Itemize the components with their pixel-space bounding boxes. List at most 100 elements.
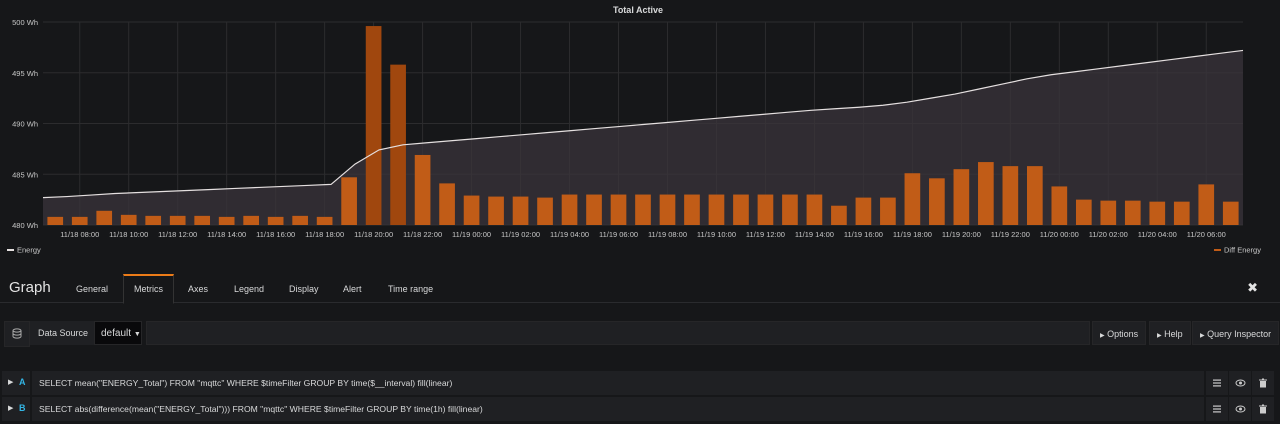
- x-tick-label: 11/19 12:00: [746, 230, 785, 239]
- database-icon: [4, 321, 30, 347]
- diff-energy-bar: [561, 194, 578, 225]
- diff-energy-bar: [757, 194, 774, 225]
- legend-diff-energy[interactable]: Diff Energy: [1224, 246, 1261, 255]
- diff-energy-bar: [880, 197, 896, 225]
- diff-energy-bar: [684, 194, 700, 225]
- diff-energy-bar: [194, 215, 211, 225]
- diff-energy-bar: [390, 64, 406, 225]
- diff-energy-bar: [659, 194, 676, 225]
- x-tick-label: 11/18 14:00: [207, 230, 246, 239]
- diff-energy-bar: [218, 216, 235, 225]
- editor-title: Graph: [9, 279, 51, 296]
- y-tick-label: 500 Wh: [12, 18, 38, 27]
- query-row-a: ▶ A SELECT mean("ENERGY_Total") FROM "mq…: [0, 371, 1280, 395]
- tab-alert[interactable]: Alert: [343, 284, 362, 294]
- diff-energy-bar: [1027, 166, 1043, 225]
- diff-energy-bar: [635, 194, 651, 225]
- chart-title: Total Active: [613, 5, 663, 15]
- diff-energy-bar: [1198, 184, 1215, 225]
- diff-energy-bar: [1173, 201, 1190, 225]
- x-tick-label: 11/19 06:00: [599, 230, 638, 239]
- trash-icon[interactable]: [1252, 371, 1274, 395]
- y-tick-label: 495 Wh: [12, 69, 38, 78]
- diff-energy-bar: [512, 196, 529, 225]
- y-tick-label: 490 Wh: [12, 120, 38, 129]
- diff-energy-bar: [292, 215, 308, 225]
- diff-energy-bar: [145, 215, 162, 225]
- x-tick-label: 11/18 16:00: [256, 230, 295, 239]
- legend-diff-energy-swatch: [1214, 249, 1221, 251]
- x-tick-label: 11/19 00:00: [452, 230, 491, 239]
- x-tick-label: 11/19 08:00: [648, 230, 687, 239]
- query-ref-id: B: [19, 403, 26, 413]
- x-tick-label: 11/18 18:00: [305, 230, 344, 239]
- diff-energy-bars: [47, 26, 1239, 226]
- x-tick-label: 11/19 20:00: [942, 230, 981, 239]
- legend-energy[interactable]: Energy: [17, 246, 41, 255]
- x-tick-label: 11/20 02:00: [1089, 230, 1128, 239]
- x-tick-label: 11/18 20:00: [354, 230, 393, 239]
- tab-metrics[interactable]: Metrics: [123, 274, 174, 304]
- tab-general[interactable]: General: [76, 284, 109, 294]
- options-button[interactable]: ▶ Options: [1092, 321, 1147, 345]
- energy-line: [42, 49, 1244, 199]
- trash-icon[interactable]: [1252, 397, 1274, 421]
- caret-right-icon: ▶: [1157, 333, 1162, 339]
- diff-energy-bar: [169, 215, 186, 225]
- datasource-label: Data Source: [30, 321, 100, 345]
- x-tick-label: 11/18 22:00: [403, 230, 442, 239]
- query-inspector-button[interactable]: ▶ Query Inspector: [1192, 321, 1280, 345]
- query-inspector-label: Query Inspector: [1207, 329, 1272, 339]
- close-icon[interactable]: ✖: [1247, 280, 1258, 295]
- tab-display[interactable]: Display: [289, 284, 319, 294]
- menu-icon[interactable]: [1206, 397, 1228, 421]
- eye-icon[interactable]: [1229, 371, 1251, 395]
- diff-energy-bar: [71, 216, 88, 225]
- help-label: Help: [1164, 329, 1183, 339]
- diff-energy-bar: [267, 216, 284, 225]
- diff-energy-bar: [1222, 201, 1239, 225]
- tab-axes[interactable]: Axes: [188, 284, 209, 294]
- x-tick-label: 11/19 02:00: [501, 230, 540, 239]
- diff-energy-bar: [365, 26, 382, 226]
- diff-energy-bar: [243, 215, 259, 225]
- diff-energy-bar: [782, 194, 798, 225]
- diff-energy-bar: [1075, 199, 1092, 225]
- diff-energy-bar: [806, 194, 823, 225]
- query-text[interactable]: SELECT abs(difference(mean("ENERGY_Total…: [32, 397, 1204, 421]
- chart-legend: Energy Diff Energy: [7, 246, 1261, 255]
- query-toggle[interactable]: ▶ A: [2, 371, 30, 395]
- total-active-chart: Total Active 500 Wh 495 Wh 490 Wh 485 Wh 480…: [7, 5, 1261, 255]
- diff-energy-bar: [831, 205, 847, 225]
- diff-energy-bar: [414, 154, 431, 225]
- diff-energy-bar: [537, 197, 553, 225]
- tab-legend[interactable]: Legend: [234, 284, 265, 294]
- datasource-select[interactable]: default ▼: [94, 321, 142, 345]
- datasource-value: default: [101, 328, 132, 339]
- diff-energy-bar: [488, 196, 504, 225]
- y-tick-label: 480 Wh: [12, 221, 38, 230]
- diff-energy-bar: [1051, 186, 1068, 225]
- menu-icon[interactable]: [1206, 371, 1228, 395]
- diff-energy-bar: [586, 194, 602, 225]
- diff-energy-bar: [341, 177, 357, 225]
- diff-energy-bar: [733, 194, 749, 225]
- x-tick-label: 11/19 22:00: [991, 230, 1030, 239]
- tab-time-range[interactable]: Time range: [388, 284, 434, 294]
- graph-panel: Total Active 500 Wh 495 Wh 490 Wh 485 Wh 480…: [7, 5, 1262, 255]
- help-button[interactable]: ▶ Help: [1149, 321, 1191, 345]
- eye-icon[interactable]: [1229, 397, 1251, 421]
- query-toggle[interactable]: ▶ B: [2, 397, 30, 421]
- x-tick-label: 11/20 00:00: [1040, 230, 1079, 239]
- diff-energy-bar: [1124, 200, 1141, 225]
- x-tick-label: 11/19 16:00: [844, 230, 883, 239]
- x-tick-label: 11/19 14:00: [795, 230, 834, 239]
- query-text[interactable]: SELECT mean("ENERGY_Total") FROM "mqttc"…: [32, 371, 1204, 395]
- x-tick-label: 11/18 10:00: [109, 230, 148, 239]
- x-tick-label: 11/20 04:00: [1138, 230, 1177, 239]
- caret-right-icon: ▶: [8, 405, 14, 412]
- diff-energy-bar: [47, 216, 64, 225]
- legend-energy-swatch: [7, 249, 14, 251]
- panel-editor-tabs: Graph General Metrics Axes Legend Displa…: [0, 272, 1280, 304]
- diff-energy-bar: [1149, 201, 1166, 225]
